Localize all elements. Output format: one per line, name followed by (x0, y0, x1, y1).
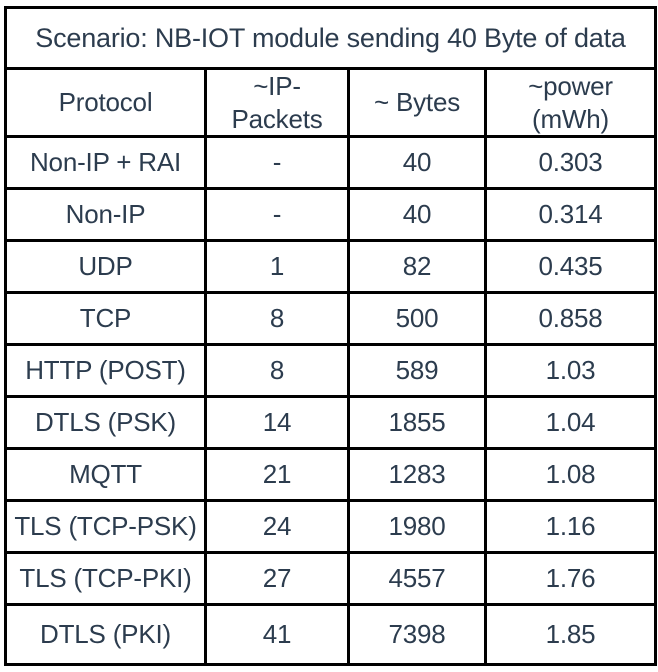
ip-packets-cell: 21 (204, 447, 350, 502)
bytes-cell: 1283 (347, 447, 487, 502)
bytes-cell: 500 (347, 291, 487, 346)
ip-packets-cell: 14 (204, 395, 350, 450)
table-row: Non-IP + RAI - 40 0.303 (4, 135, 658, 190)
table-row: TLS (TCP-PSK) 24 1980 1.16 (4, 499, 658, 554)
protocol-cell: MQTT (4, 447, 207, 502)
table-row: HTTP (POST) 8 589 1.03 (4, 343, 658, 398)
bytes-cell: 1980 (347, 499, 487, 554)
power-cell: 0.858 (483, 291, 658, 346)
protocol-cell: Non-IP (4, 187, 207, 242)
power-cell: 0.314 (483, 187, 658, 242)
ip-packets-cell: - (204, 135, 350, 190)
protocol-cell: HTTP (POST) (4, 343, 207, 398)
ip-packets-cell: 1 (204, 239, 350, 294)
table-row: MQTT 21 1283 1.08 (4, 447, 658, 502)
title-row: Scenario: NB-IOT module sending 40 Byte … (3, 6, 658, 70)
ip-packets-cell: - (204, 187, 350, 242)
ip-packets-cell: 8 (204, 291, 350, 346)
header-power: ~power (mWh) (483, 67, 658, 138)
power-cell: 1.08 (483, 447, 658, 502)
power-cell: 1.76 (483, 551, 658, 606)
power-cell: 0.303 (483, 135, 658, 190)
power-cell: 0.435 (483, 239, 658, 294)
protocol-cell: TLS (TCP-PKI) (4, 551, 207, 606)
table-row: DTLS (PSK) 14 1855 1.04 (4, 395, 658, 450)
ip-packets-cell: 41 (204, 603, 350, 666)
bytes-cell: 40 (347, 135, 487, 190)
table-row: DTLS (PKI) 41 7398 1.85 (4, 603, 658, 666)
power-cell: 1.03 (483, 343, 658, 398)
bytes-cell: 589 (347, 343, 487, 398)
table-row: UDP 1 82 0.435 (4, 239, 658, 294)
ip-packets-cell: 27 (204, 551, 350, 606)
bytes-cell: 40 (347, 187, 487, 242)
protocol-cell: DTLS (PSK) (4, 395, 207, 450)
bytes-cell: 4557 (347, 551, 487, 606)
bytes-cell: 82 (347, 239, 487, 294)
power-cell: 1.04 (483, 395, 658, 450)
header-row: Protocol ~IP- Packets ~ Bytes ~power (mW… (4, 67, 658, 138)
header-bytes: ~ Bytes (347, 67, 487, 138)
protocol-cell: UDP (4, 239, 207, 294)
table-row: Non-IP - 40 0.314 (4, 187, 658, 242)
bytes-cell: 1855 (347, 395, 487, 450)
protocol-power-table: Scenario: NB-IOT module sending 40 Byte … (3, 6, 658, 666)
protocol-cell: TLS (TCP-PSK) (4, 499, 207, 554)
protocol-cell: DTLS (PKI) (4, 603, 207, 666)
power-cell: 1.85 (483, 603, 658, 666)
protocol-cell: TCP (4, 291, 207, 346)
ip-packets-cell: 8 (204, 343, 350, 398)
header-protocol: Protocol (4, 67, 207, 138)
protocol-cell: Non-IP + RAI (4, 135, 207, 190)
table-row: TCP 8 500 0.858 (4, 291, 658, 346)
power-cell: 1.16 (483, 499, 658, 554)
table-row: TLS (TCP-PKI) 27 4557 1.76 (4, 551, 658, 606)
ip-packets-cell: 24 (204, 499, 350, 554)
header-ip-packets: ~IP- Packets (204, 67, 350, 138)
bytes-cell: 7398 (347, 603, 487, 666)
table-title: Scenario: NB-IOT module sending 40 Byte … (3, 6, 658, 70)
